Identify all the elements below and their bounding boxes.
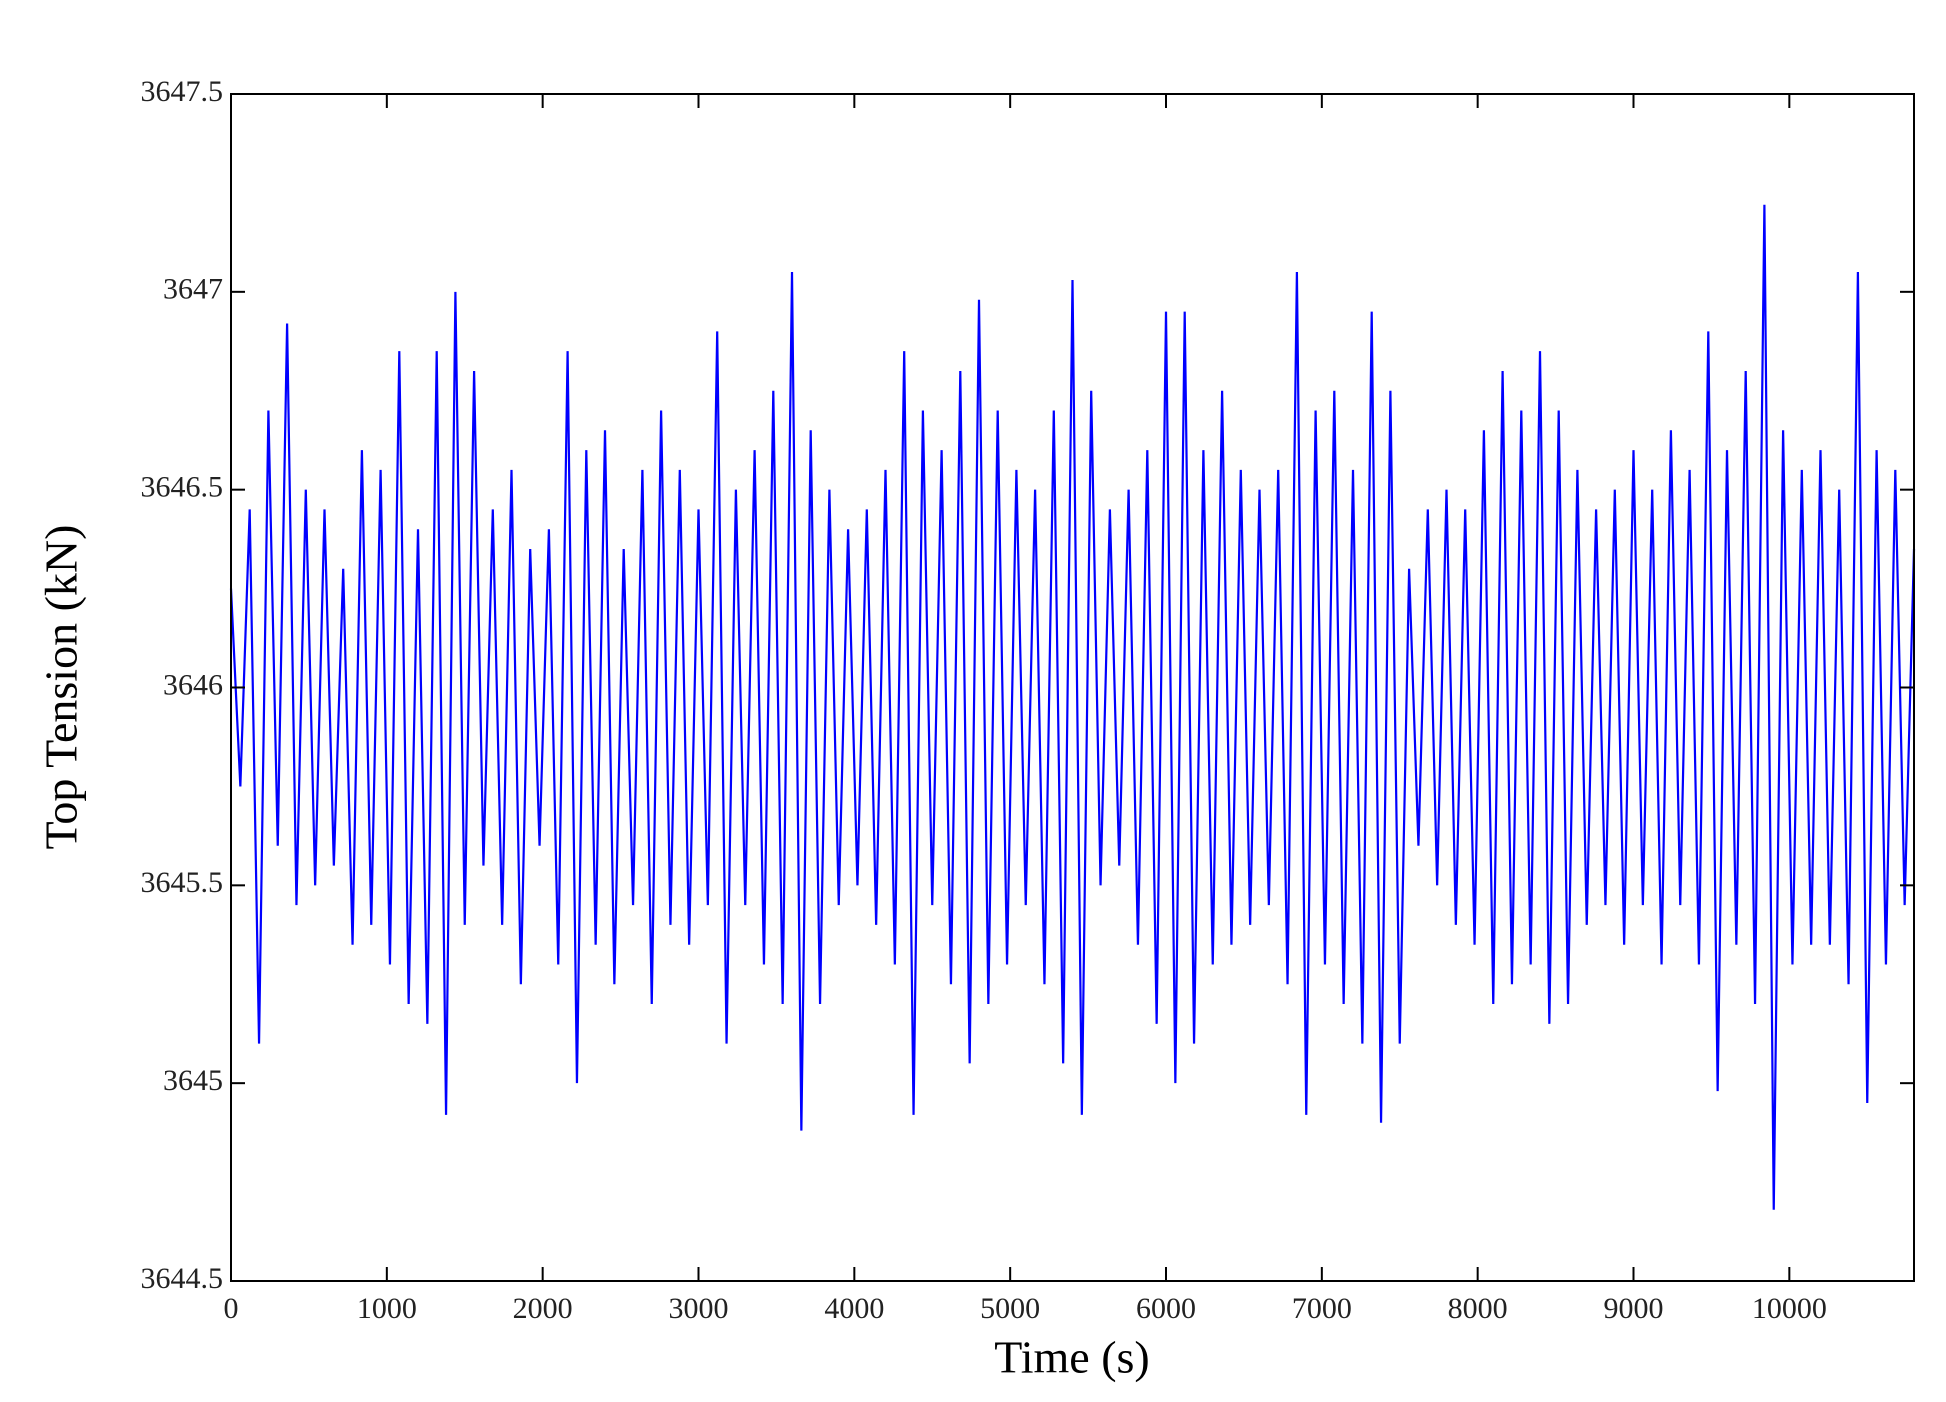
y-tick-label: 3647.5 [141,75,224,108]
data-line [229,204,1916,1210]
x-tick-label: 5000 [980,1292,1040,1325]
y-tick-label: 3646.5 [141,471,224,504]
x-tick-label: 4000 [824,1292,884,1325]
y-tick-label: 3647 [163,273,223,306]
x-tick-label: 2000 [513,1292,573,1325]
plot-frame [230,93,1915,1282]
x-tick-label: 6000 [1136,1292,1196,1325]
y-tick-label: 3644.5 [141,1262,224,1295]
x-axis-label: Time (s) [994,1332,1150,1383]
x-tick-label: 7000 [1292,1292,1352,1325]
y-axis-label: Top Tension (kN) [36,525,87,850]
y-tick-label: 3646 [163,668,223,701]
y-tick-label: 3645.5 [141,866,224,899]
x-tick-label: 10000 [1752,1292,1827,1325]
x-tick-label: 8000 [1448,1292,1508,1325]
x-tick-label: 3000 [669,1292,729,1325]
x-tick-label: 9000 [1604,1292,1664,1325]
x-tick-label: 0 [224,1292,239,1325]
y-tick-label: 3645 [163,1064,223,1097]
x-tick-label: 1000 [357,1292,417,1325]
